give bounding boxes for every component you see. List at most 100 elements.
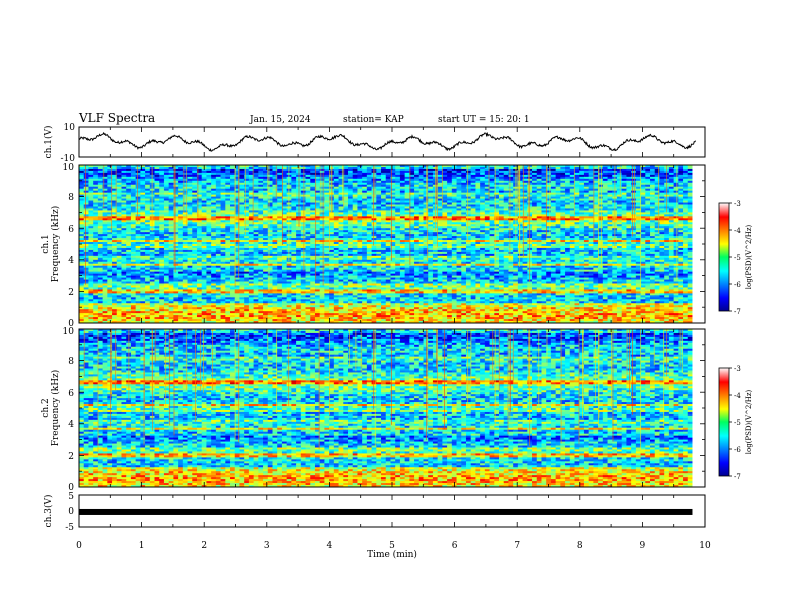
ch1-spec-cell xyxy=(508,172,514,176)
ch1-spec-cell xyxy=(423,190,429,194)
ch1-spec-cell xyxy=(683,200,689,204)
ch1-spec-cell xyxy=(418,194,424,198)
ch1-spec-cell xyxy=(225,222,231,225)
ch1-spec-cell xyxy=(97,206,104,209)
ch1-spec-cell xyxy=(239,214,245,217)
ch1-spec-cell xyxy=(102,220,108,223)
ch1-spec-cell xyxy=(201,204,207,207)
ch1-spec-cell xyxy=(97,168,104,172)
ch1-spec-cell xyxy=(371,184,377,188)
ch1-waveform-ylabel: ch.1(V) xyxy=(43,126,54,159)
ch1-spec-cell xyxy=(546,206,552,209)
ch1-spec-cell xyxy=(93,218,99,221)
ch1-spec-cell xyxy=(116,165,122,168)
ch1-spec-cell xyxy=(163,194,170,198)
ch1-spec-cell xyxy=(640,210,646,213)
ch1-spec-cell xyxy=(447,230,453,233)
ch1-spec-cell xyxy=(107,170,113,174)
ch1-spec-cell xyxy=(239,226,245,229)
ch1-spec-cell xyxy=(83,202,89,206)
ch1-spec-cell xyxy=(371,165,377,168)
ch1-spec-cell xyxy=(281,176,288,180)
ch1-spec-cell xyxy=(385,165,391,168)
ch1-spec-cell xyxy=(602,194,609,198)
ch1-spec-cell xyxy=(673,216,679,219)
ch1-spec-cell xyxy=(484,206,491,209)
ch1-spec-cell xyxy=(687,216,693,219)
ch1-spec-cell xyxy=(93,228,99,231)
ch1-spec-cell xyxy=(423,210,429,213)
ch1-spec-cell xyxy=(565,200,571,204)
ch1-spec-cell xyxy=(395,208,401,211)
ch1-spec-cell xyxy=(437,196,443,200)
ch1-spec-cell xyxy=(79,176,85,180)
ch1-spec-cell xyxy=(451,208,458,211)
ch1-spec-cell xyxy=(215,212,222,215)
ch1-spec-cell xyxy=(371,228,377,231)
ch1-spec-cell xyxy=(159,170,165,174)
ch1-spec-cell xyxy=(645,230,651,233)
ch1-spec-cell xyxy=(314,226,321,229)
ch1-spec-cell xyxy=(668,204,675,207)
ch1-spec-cell xyxy=(248,182,255,186)
ch1-spec-cell xyxy=(565,210,571,213)
ch1-spec-cell xyxy=(541,224,547,227)
ch1-spec-cell xyxy=(182,178,189,182)
ch1-spec-cell xyxy=(324,230,330,233)
ch1-spec-cell xyxy=(536,198,542,202)
ch1-spec-cell xyxy=(683,172,689,176)
ch1-spec-cell xyxy=(489,234,495,237)
ch1-spec-cell xyxy=(201,186,207,190)
ch1-spec-cell xyxy=(244,198,250,202)
ch1-spec-cell xyxy=(272,170,278,174)
ch1-spec-cell xyxy=(409,174,415,178)
ch1-spec-cell xyxy=(451,172,458,176)
ch1-spec-cell xyxy=(347,202,354,206)
ch1-spec-cell xyxy=(550,170,557,174)
ch1-spec-cell xyxy=(168,186,174,190)
ch1-spec-cell xyxy=(168,212,174,215)
ch1-spec-cell xyxy=(239,165,245,168)
ch1-spec-cell xyxy=(234,234,240,237)
ch1-spec-cell xyxy=(324,184,330,188)
ch1-spec-cell xyxy=(126,234,132,237)
ch1-spec-cell xyxy=(385,220,391,223)
ch1-spec-cell xyxy=(574,214,580,217)
ch1-spec-cell xyxy=(116,166,122,170)
ch1-spec-cell xyxy=(135,168,141,172)
ch1-spec-cell xyxy=(560,192,566,196)
ch1-spec-cell xyxy=(465,210,472,213)
ch1-spec-cell xyxy=(230,204,236,207)
ch1-spec-cell xyxy=(140,212,146,215)
ch1-spec-cell xyxy=(579,186,585,190)
ch1-spec-cell xyxy=(121,180,127,184)
ch1-spec-cell xyxy=(650,230,656,233)
ch1-spec-cell xyxy=(659,216,665,219)
ch1-spec-cell xyxy=(319,182,325,186)
ch1-spec-cell xyxy=(192,202,198,206)
ch1-spec-cell xyxy=(338,230,344,233)
ch1-spec-cell xyxy=(347,182,354,186)
ch1-spec-cell xyxy=(546,226,552,229)
ch1-spec-cell xyxy=(640,194,646,198)
ch1-spec-cell xyxy=(560,204,566,207)
ch1-spec-cell xyxy=(126,214,132,217)
ch1-spec-cell xyxy=(645,204,651,207)
ch1-spec-cell xyxy=(362,174,368,178)
ch1-spec-cell xyxy=(654,228,660,231)
ch1-spec-cell xyxy=(583,200,590,204)
ch1-spec-cell xyxy=(574,184,580,188)
ch1-spec-cell xyxy=(145,212,151,215)
ch1-spec-cell xyxy=(631,220,637,223)
ch1-spec-cell xyxy=(135,230,141,233)
ch1-spec-cell xyxy=(234,176,240,180)
ch1-spec-cell xyxy=(480,200,486,204)
ch1-spec-cell xyxy=(102,174,108,178)
ch1-spec-cell xyxy=(451,216,458,219)
ch1-spec-cell xyxy=(83,220,89,223)
ch1-spec-cell xyxy=(149,230,156,233)
ch1-spec-cell xyxy=(130,218,137,221)
ch1-spec-cell xyxy=(442,226,448,229)
ch1-spec-cell xyxy=(574,188,580,192)
ch1-spec-cell xyxy=(673,172,679,176)
